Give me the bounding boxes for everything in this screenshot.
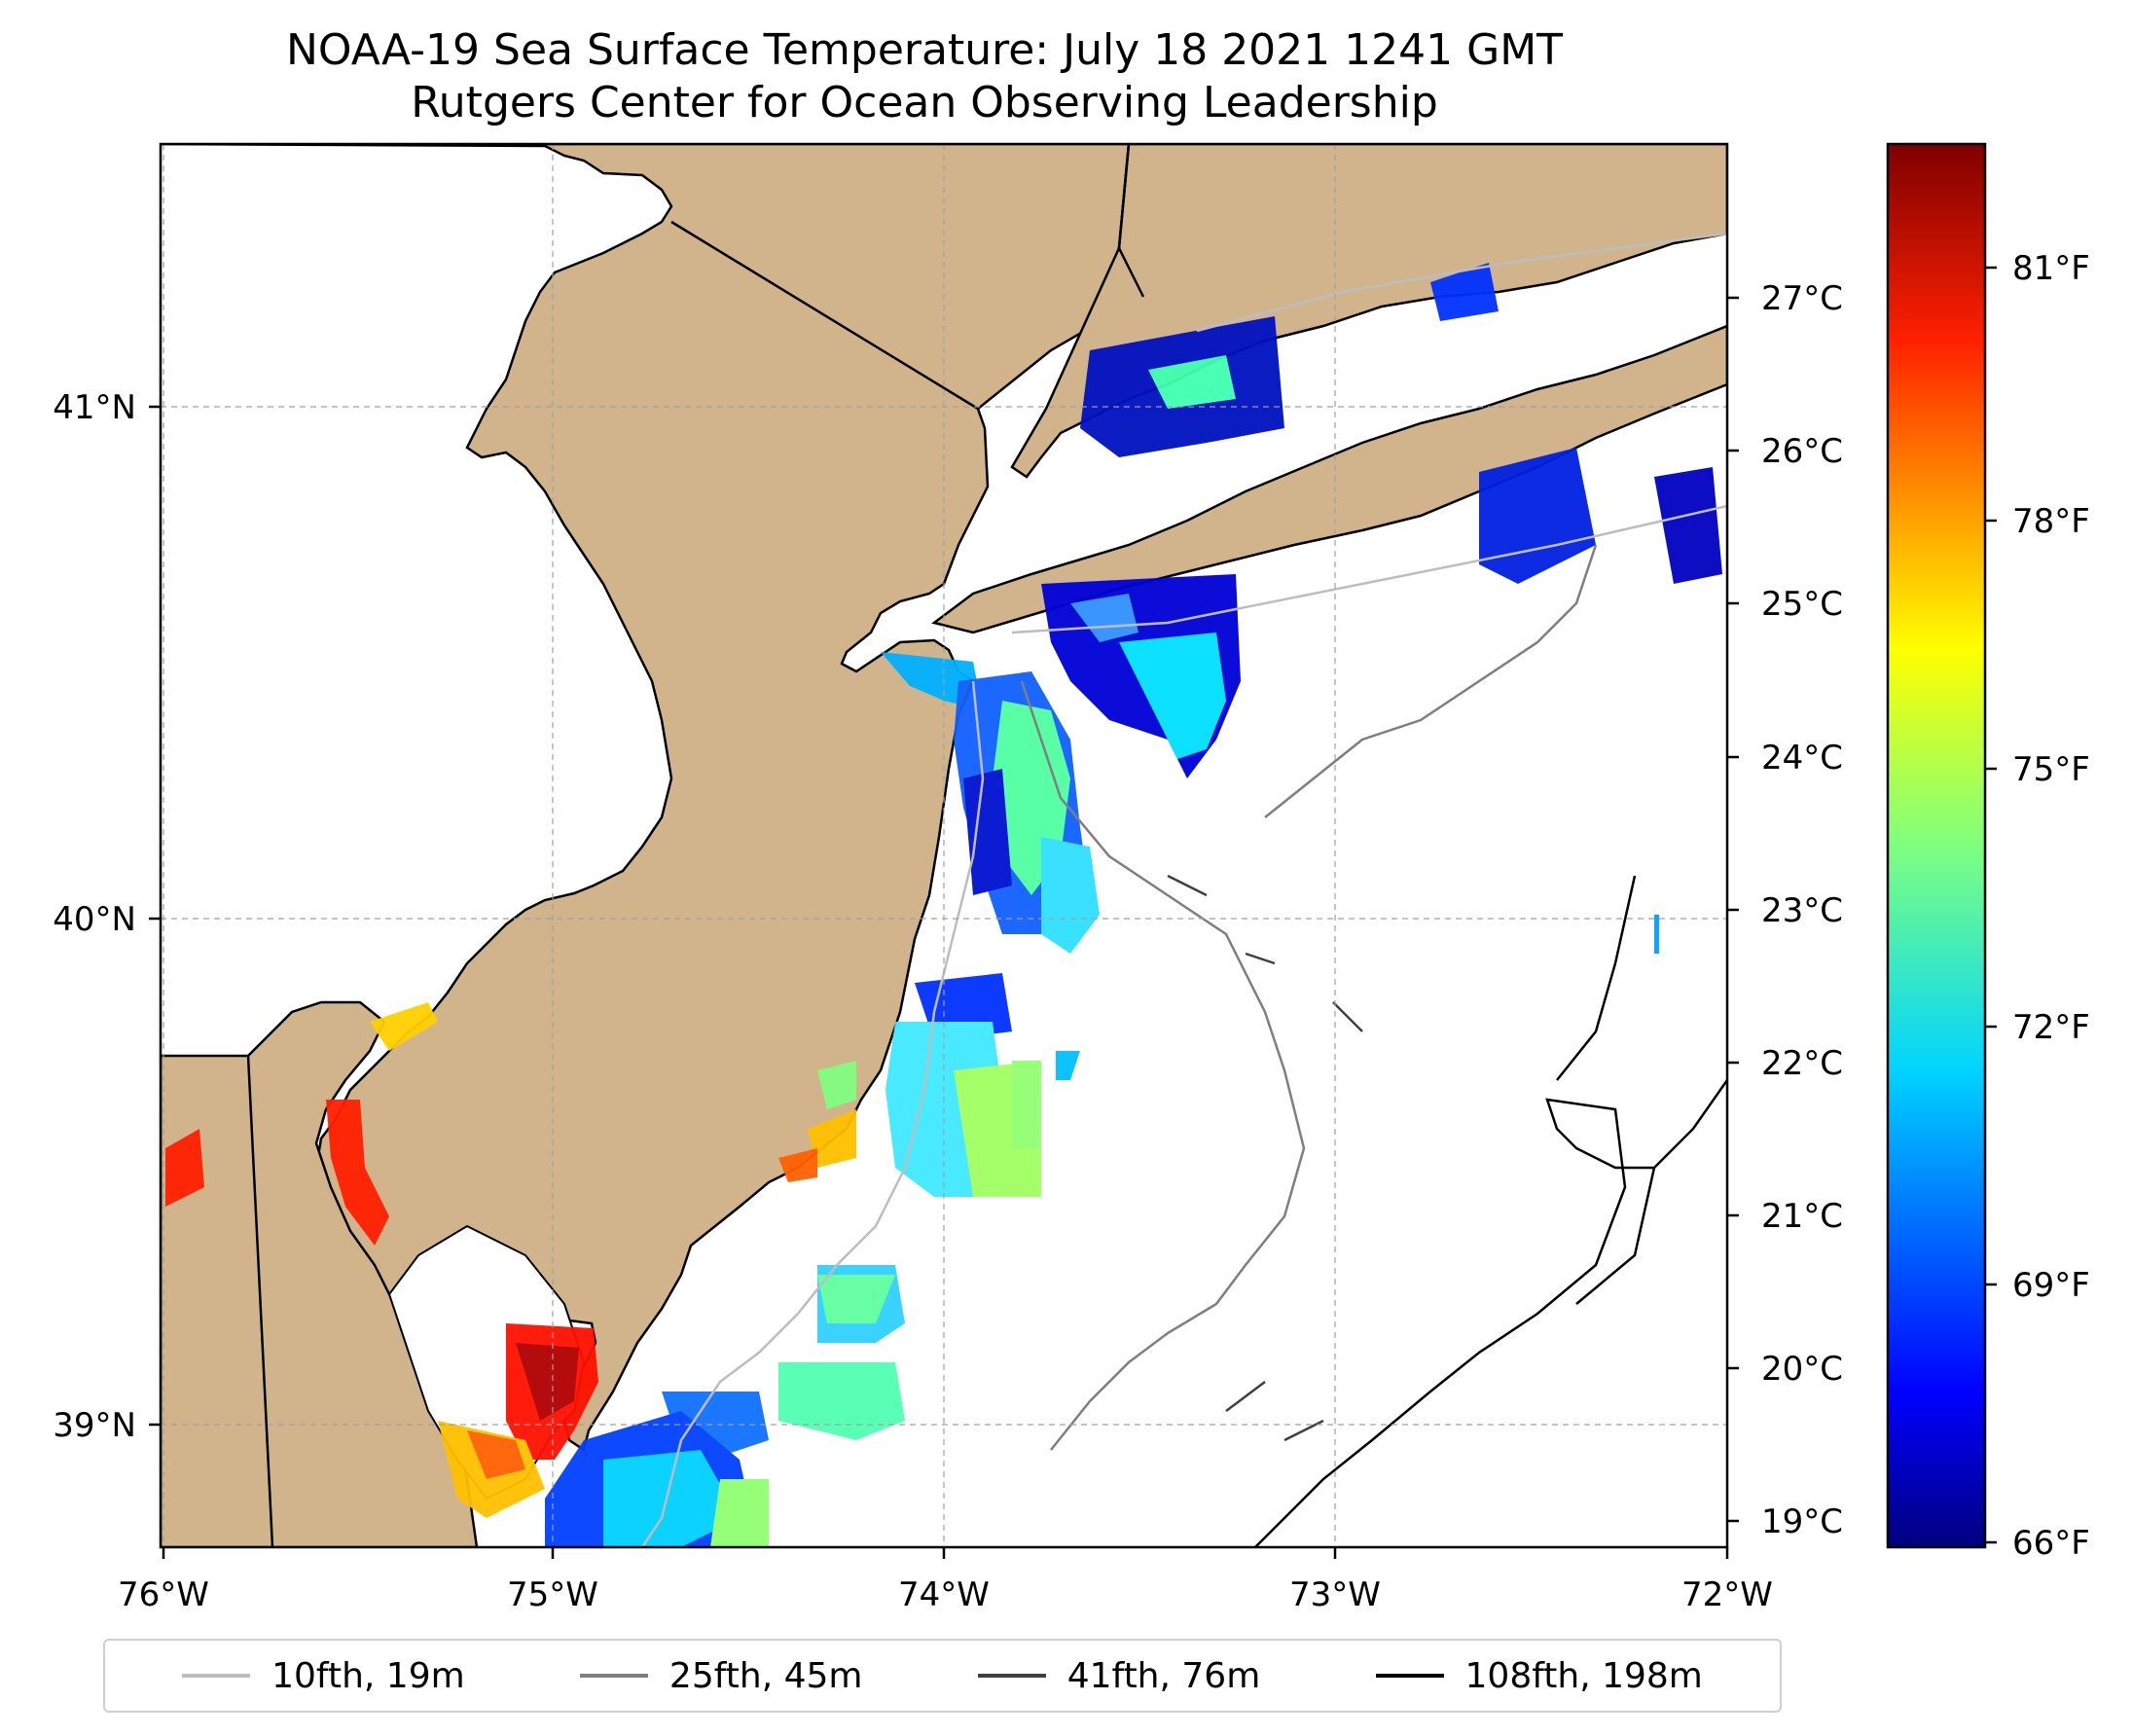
celsius-tick-label: 24°C <box>1761 739 1843 778</box>
legend-item: 41fth, 76m <box>977 1655 1261 1696</box>
legend-line-swatch <box>182 1674 251 1678</box>
legend-item: 25fth, 45m <box>579 1655 863 1696</box>
land-long-island <box>931 324 1727 634</box>
legend-label: 108fth, 198m <box>1464 1655 1703 1696</box>
fahrenheit-tick-label: 78°F <box>2012 502 2090 541</box>
legend-item: 108fth, 198m <box>1375 1655 1703 1696</box>
fahrenheit-tick-label: 72°F <box>2012 1008 2090 1047</box>
x-tick-label: 73°W <box>1289 1575 1381 1614</box>
legend-label: 10fth, 19m <box>271 1655 465 1696</box>
x-tick-label: 74°W <box>898 1575 990 1614</box>
legend-line-swatch <box>579 1674 648 1678</box>
fahrenheit-tick-label: 69°F <box>2012 1266 2090 1305</box>
gridlines <box>161 144 1727 1547</box>
celsius-tick-label: 21°C <box>1761 1197 1843 1236</box>
map-area <box>161 144 1727 1547</box>
state-border-de <box>246 1055 274 1547</box>
contour-41fth <box>1167 874 1363 1442</box>
fahrenheit-tick-label: 81°F <box>2012 249 2090 288</box>
celsius-tick-label: 19°C <box>1761 1502 1843 1541</box>
legend-line-swatch <box>1375 1674 1444 1678</box>
x-tick-label: 75°W <box>507 1575 598 1614</box>
y-tick-label: 39°N <box>53 1406 136 1445</box>
celsius-tick-label: 20°C <box>1761 1350 1843 1389</box>
bathymetry-contours <box>640 232 1727 1547</box>
celsius-tick-label: 22°C <box>1761 1044 1843 1083</box>
celsius-tick-label: 26°C <box>1761 432 1843 471</box>
contour-legend: 10fth, 19m 25fth, 45m 41fth, 76m 108fth,… <box>103 1639 1782 1713</box>
contour-10fth <box>640 680 985 1547</box>
celsius-tick-label: 27°C <box>1761 279 1843 318</box>
map-subtitle: Rutgers Center for Ocean Observing Leade… <box>411 78 1438 127</box>
colorbar <box>1886 142 1987 1549</box>
state-border-ny-ct <box>1117 144 1145 298</box>
legend-label: 41fth, 76m <box>1066 1655 1261 1696</box>
axis-ticks <box>149 296 1739 1559</box>
legend-item: 10fth, 19m <box>182 1656 465 1696</box>
state-border-ny-nj <box>670 220 979 411</box>
celsius-tick-label: 25°C <box>1761 585 1843 624</box>
legend-label: 25fth, 45m <box>669 1655 863 1696</box>
x-tick-label: 72°W <box>1681 1575 1773 1614</box>
celsius-tick-label: 23°C <box>1761 891 1843 930</box>
contour-25fth <box>1020 680 1306 1451</box>
x-tick-label: 76°W <box>118 1575 209 1614</box>
map-title: NOAA-19 Sea Surface Temperature: July 18… <box>285 25 1564 75</box>
y-tick-label: 40°N <box>53 900 136 939</box>
y-tick-label: 41°N <box>53 388 136 427</box>
fahrenheit-tick-label: 66°F <box>2012 1524 2090 1563</box>
fahrenheit-tick-label: 75°F <box>2012 750 2090 789</box>
sst-field <box>165 263 1722 1547</box>
contour-108fth <box>1254 1079 1727 1547</box>
legend-line-swatch <box>977 1674 1046 1678</box>
